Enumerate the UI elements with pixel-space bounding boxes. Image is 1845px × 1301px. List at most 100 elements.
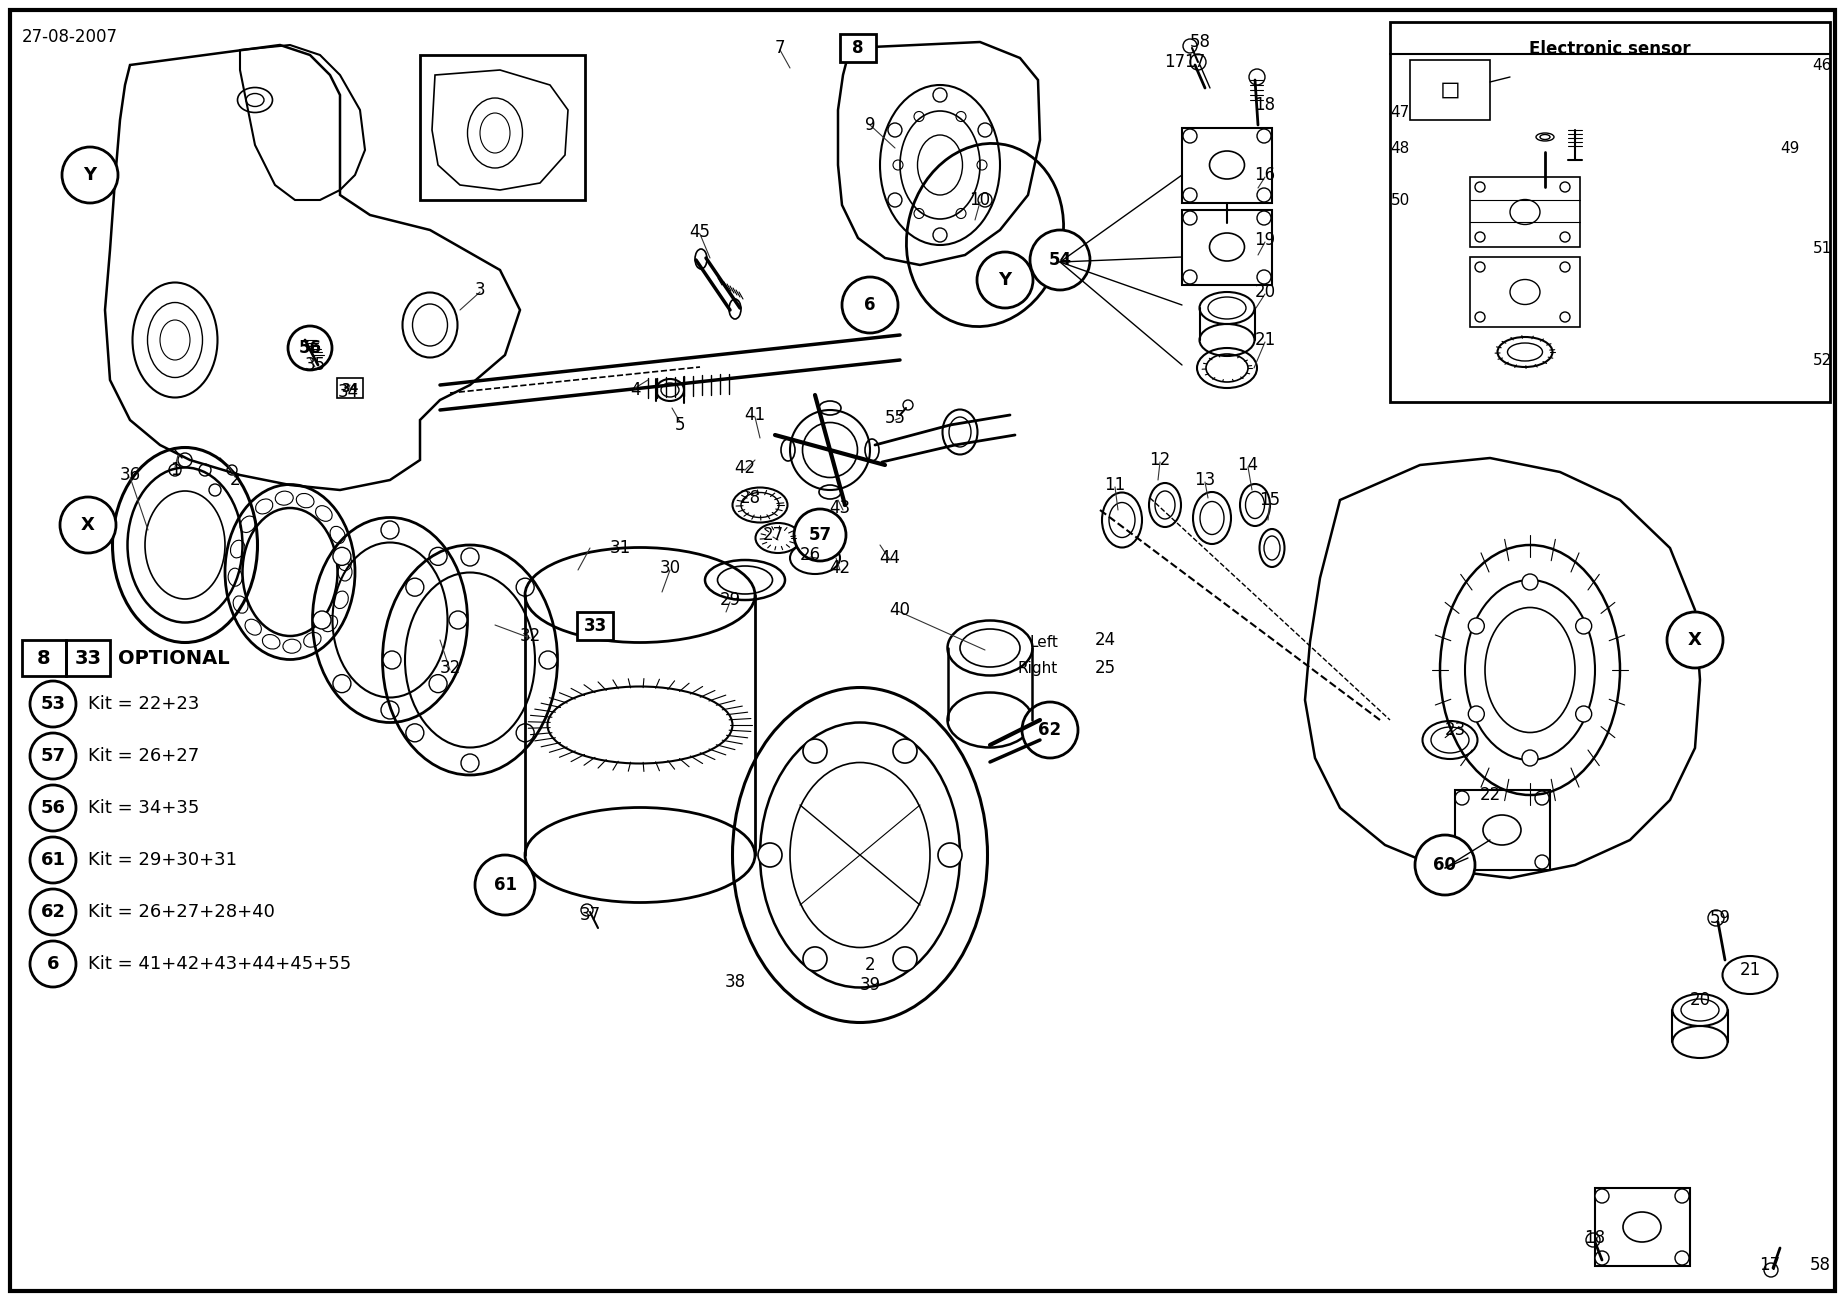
Circle shape — [1469, 706, 1485, 722]
Circle shape — [288, 327, 332, 369]
Text: 40: 40 — [889, 601, 910, 619]
Text: OPTIONAL: OPTIONAL — [118, 648, 229, 667]
Text: Kit = 22+23: Kit = 22+23 — [89, 695, 199, 713]
Text: 47: 47 — [1391, 104, 1410, 120]
Text: 58: 58 — [1810, 1255, 1830, 1274]
Text: 1: 1 — [170, 461, 181, 479]
Circle shape — [1576, 706, 1592, 722]
Circle shape — [448, 611, 467, 628]
Text: Kit = 29+30+31: Kit = 29+30+31 — [89, 851, 236, 869]
Text: 29: 29 — [720, 591, 740, 609]
Text: 43: 43 — [830, 500, 851, 516]
Text: 8: 8 — [37, 648, 52, 667]
Bar — [1183, 209, 1271, 285]
Text: 23: 23 — [1445, 721, 1465, 739]
Text: 21: 21 — [1255, 330, 1275, 349]
Text: 6: 6 — [863, 297, 876, 314]
Text: 20: 20 — [1255, 284, 1275, 301]
Text: X: X — [1688, 631, 1701, 649]
Text: Y: Y — [998, 271, 1011, 289]
Text: 33: 33 — [583, 617, 607, 635]
Circle shape — [382, 520, 399, 539]
Text: 27: 27 — [762, 526, 784, 544]
Text: Kit = 41+42+43+44+45+55: Kit = 41+42+43+44+45+55 — [89, 955, 351, 973]
Text: 61: 61 — [41, 851, 66, 869]
Text: 54: 54 — [1048, 251, 1072, 269]
Text: Y: Y — [83, 167, 96, 183]
Circle shape — [461, 755, 480, 771]
Text: Left: Left — [1030, 635, 1057, 649]
Text: 11: 11 — [1105, 476, 1125, 494]
Text: 5: 5 — [675, 416, 684, 435]
Text: 36: 36 — [120, 466, 140, 484]
Bar — [577, 611, 613, 640]
Circle shape — [61, 497, 116, 553]
Circle shape — [1022, 703, 1077, 758]
Text: 62: 62 — [41, 903, 66, 921]
Text: 53: 53 — [41, 695, 66, 713]
Circle shape — [1594, 1252, 1609, 1265]
Text: 17: 17 — [1760, 1255, 1780, 1274]
Text: 46: 46 — [1812, 57, 1832, 73]
Text: 31: 31 — [609, 539, 631, 557]
Text: 56: 56 — [41, 799, 66, 817]
Circle shape — [517, 578, 535, 596]
Text: Kit = 26+27+28+40: Kit = 26+27+28+40 — [89, 903, 275, 921]
Text: 56: 56 — [299, 340, 321, 356]
Text: 59: 59 — [1710, 909, 1731, 928]
Circle shape — [332, 548, 351, 566]
Text: 41: 41 — [744, 406, 766, 424]
Text: 37: 37 — [579, 905, 601, 924]
Bar — [1470, 177, 1579, 247]
Text: 32: 32 — [520, 627, 541, 645]
Circle shape — [517, 723, 535, 742]
Text: 19: 19 — [1255, 232, 1275, 248]
Circle shape — [1522, 749, 1539, 766]
Circle shape — [978, 252, 1033, 308]
Text: 2: 2 — [229, 471, 240, 489]
Circle shape — [30, 941, 76, 987]
Text: 25: 25 — [1094, 660, 1116, 677]
Circle shape — [793, 509, 847, 561]
Text: 38: 38 — [725, 973, 745, 991]
Text: 6: 6 — [46, 955, 59, 973]
Text: 58: 58 — [1190, 33, 1210, 51]
Bar — [1389, 22, 1830, 402]
Circle shape — [841, 277, 899, 333]
Text: Electronic sensor: Electronic sensor — [1530, 40, 1690, 59]
Text: 32: 32 — [439, 660, 461, 677]
Circle shape — [1675, 1252, 1688, 1265]
Circle shape — [1594, 1189, 1609, 1203]
Text: 18: 18 — [1255, 96, 1275, 114]
Text: 8: 8 — [852, 39, 863, 57]
Text: 57: 57 — [41, 747, 66, 765]
Bar — [1594, 1188, 1690, 1266]
Circle shape — [30, 889, 76, 935]
Text: 30: 30 — [659, 559, 681, 578]
Text: Right: Right — [1018, 661, 1057, 675]
Circle shape — [474, 855, 535, 915]
Circle shape — [893, 739, 917, 764]
Text: 61: 61 — [493, 876, 517, 894]
Text: 4: 4 — [629, 381, 640, 399]
Text: 12: 12 — [1149, 451, 1170, 468]
Text: 33: 33 — [74, 648, 101, 667]
Circle shape — [1030, 230, 1090, 290]
Circle shape — [382, 701, 399, 719]
Text: 21: 21 — [1740, 961, 1760, 978]
Circle shape — [430, 548, 446, 566]
Bar — [1470, 258, 1579, 327]
Text: 48: 48 — [1391, 141, 1410, 156]
Circle shape — [758, 843, 782, 866]
Text: 9: 9 — [865, 116, 875, 134]
Circle shape — [30, 785, 76, 831]
Circle shape — [1469, 618, 1485, 634]
Circle shape — [1675, 1189, 1688, 1203]
Text: ◻: ◻ — [1439, 78, 1461, 101]
Text: 50: 50 — [1391, 193, 1410, 207]
Text: 57: 57 — [808, 526, 832, 544]
Text: 52: 52 — [1812, 353, 1832, 367]
Text: 20: 20 — [1690, 991, 1710, 1010]
Bar — [22, 640, 66, 677]
Circle shape — [406, 723, 424, 742]
